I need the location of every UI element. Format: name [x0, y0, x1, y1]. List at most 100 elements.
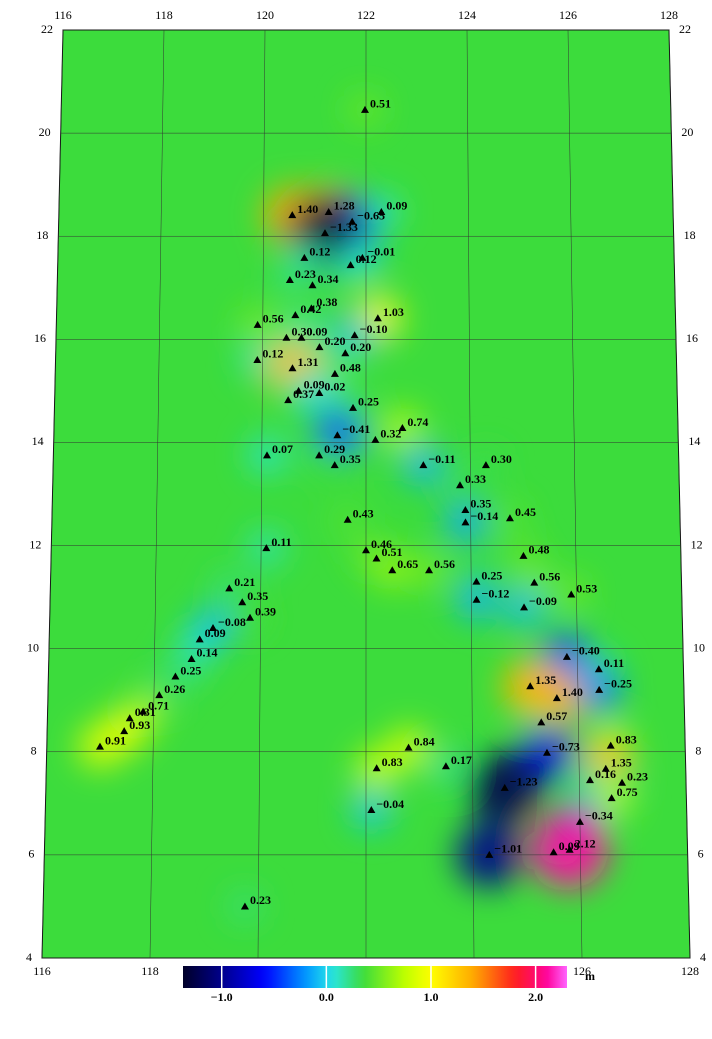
station: [349, 403, 358, 411]
station: [315, 451, 324, 459]
station-label: 1.40: [562, 685, 583, 699]
lon-label-top: 120: [256, 8, 274, 22]
station: [282, 333, 291, 341]
station-label: −0.09: [529, 594, 557, 608]
station: [315, 343, 324, 351]
station-label: 0.33: [465, 472, 486, 486]
station: [125, 714, 134, 722]
station: [139, 707, 148, 715]
meridian: [668, 29, 691, 959]
station-label: 0.25: [180, 663, 201, 677]
station: [461, 518, 470, 526]
station-label: 0.23: [250, 893, 271, 907]
station: [542, 748, 551, 756]
station-label: 0.09: [386, 199, 407, 213]
station-label: 0.25: [481, 568, 502, 582]
station: [441, 762, 450, 770]
station: [585, 776, 594, 784]
lat-label-left: 4: [26, 950, 32, 964]
station: [372, 554, 381, 562]
colorbar-label: −1.0: [211, 990, 233, 1004]
station: [343, 515, 352, 523]
station: [246, 613, 255, 621]
station-label: 0.48: [340, 361, 361, 375]
station: [601, 764, 610, 772]
lat-label-left: 18: [36, 228, 48, 242]
station: [333, 431, 342, 439]
station-label: −0.34: [585, 809, 613, 823]
station: [348, 217, 357, 225]
station-label: 0.09: [306, 325, 327, 339]
station-label: 0.71: [148, 698, 169, 712]
lon-label-top: 118: [155, 8, 173, 22]
station: [367, 806, 376, 814]
station: [253, 320, 262, 328]
station-label: 0.09: [304, 378, 325, 392]
station: [288, 211, 297, 219]
station: [530, 578, 539, 586]
station-label: 0.16: [595, 767, 616, 781]
station-label: 0.02: [324, 380, 345, 394]
station: [120, 727, 129, 735]
station: [388, 566, 397, 574]
station-label: −0.41: [342, 422, 370, 436]
station-label: 0.35: [247, 589, 268, 603]
lat-label-right: 10: [693, 640, 705, 654]
station: [372, 764, 381, 772]
station-label: 0.48: [528, 543, 549, 557]
station: [308, 281, 317, 289]
station-label: −0.12: [482, 586, 510, 600]
lat-label-left: 6: [28, 847, 34, 861]
lon-label-top: 128: [660, 8, 678, 22]
station-label: 0.07: [272, 442, 293, 456]
lon-label-bottom: 128: [681, 964, 699, 978]
station-label: 1.31: [297, 355, 318, 369]
station: [500, 783, 509, 791]
station-label: 0.34: [317, 272, 338, 286]
lat-label-left: 22: [41, 22, 53, 36]
station: [398, 424, 407, 432]
station-label: 2.12: [575, 836, 596, 850]
station: [562, 652, 571, 660]
station: [481, 461, 490, 469]
colorbar-label: 2.0: [528, 990, 543, 1004]
station: [155, 691, 164, 699]
station-label: −0.73: [552, 740, 580, 754]
station-label: 1.03: [383, 305, 404, 319]
station: [263, 451, 272, 459]
lat-label-right: 20: [681, 125, 693, 139]
station-label: 0.29: [324, 442, 345, 456]
station: [618, 778, 627, 786]
station: [262, 544, 271, 552]
station: [225, 584, 234, 592]
lat-label-right: 14: [688, 434, 700, 448]
meridian: [41, 29, 64, 959]
station-label: 0.32: [380, 427, 401, 441]
station-label: 0.12: [262, 347, 283, 361]
station: [358, 253, 367, 261]
station-label: 0.91: [105, 733, 126, 747]
colorbar: [183, 966, 567, 988]
station-label: 0.57: [546, 709, 567, 723]
lat-label-left: 8: [31, 744, 37, 758]
station-label: 0.35: [340, 452, 361, 466]
station-label: 0.93: [129, 718, 150, 732]
station-label: −0.01: [367, 245, 395, 259]
station-label: 1.28: [334, 199, 355, 213]
station-label: −1.01: [494, 842, 522, 856]
station: [472, 577, 481, 585]
lat-label-left: 10: [27, 640, 39, 654]
station-label: 0.30: [291, 325, 312, 339]
station: [360, 105, 369, 113]
station: [565, 845, 574, 853]
colorbar-label: 1.0: [423, 990, 438, 1004]
station: [187, 654, 196, 662]
station-label: 0.37: [293, 387, 314, 401]
lon-label-bottom: 126: [573, 964, 591, 978]
station-label: 0.38: [316, 295, 337, 309]
station-label: 0.56: [263, 312, 284, 326]
station: [594, 665, 603, 673]
station-label: 0.21: [234, 575, 255, 589]
station: [240, 902, 249, 910]
meridian: [466, 29, 475, 959]
